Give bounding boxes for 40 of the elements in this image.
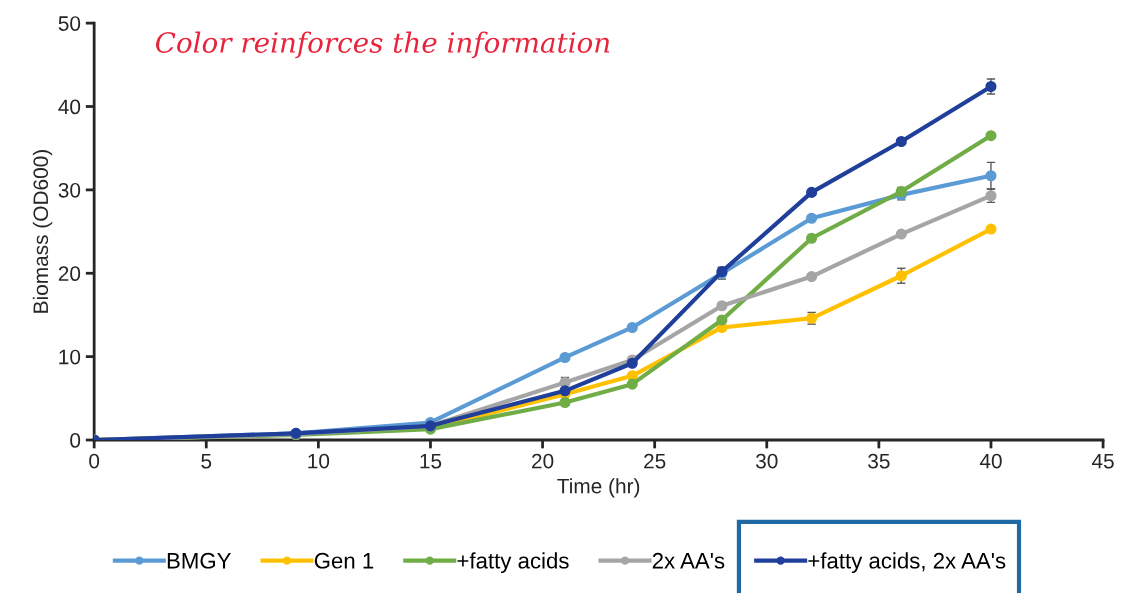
point [895, 228, 907, 240]
point [806, 271, 818, 283]
y-tick-label: 30 [58, 182, 81, 198]
point [985, 130, 997, 142]
point [806, 212, 818, 224]
point [559, 351, 571, 364]
legend-label: +fatty acids [457, 552, 569, 573]
y-tick-label: 10 [59, 349, 81, 365]
point [716, 300, 728, 312]
point [806, 232, 818, 244]
point [716, 314, 728, 326]
legend-label: 2x AA's [652, 552, 725, 569]
x-tick-label: 40 [979, 453, 1002, 469]
x-axis-title: Time (hr) [557, 478, 640, 498]
point [806, 186, 818, 198]
x-tick-label: 10 [308, 453, 330, 469]
x-tick-label: 5 [201, 453, 212, 469]
x-tick-label: 35 [868, 453, 890, 469]
x-tick-label: 30 [755, 453, 778, 469]
x-tick-label: 20 [532, 453, 554, 469]
y-axis-title: Biomass (OD600) [32, 150, 53, 313]
point [985, 170, 997, 182]
point [895, 135, 907, 148]
x-tick-label: 25 [644, 453, 666, 469]
legend-label: Gen 1 [314, 552, 374, 569]
y-tick-label: 0 [70, 433, 81, 448]
x-tick-label: 15 [420, 453, 442, 469]
x-tick-label: 0 [89, 453, 100, 469]
x-tick-label: 45 [1091, 453, 1114, 469]
point [559, 396, 571, 409]
point [985, 223, 997, 235]
point [895, 185, 907, 198]
y-tick-label: 50 [58, 16, 81, 31]
point [626, 378, 638, 390]
legend-label: +fatty acids, 2x AA's [808, 552, 1006, 573]
y-tick-label: 40 [58, 99, 81, 115]
y-tick-label: 20 [58, 266, 81, 282]
annotation: Color reinforces the information [155, 31, 610, 59]
point [626, 321, 638, 334]
legend-label: BMGY [167, 552, 231, 569]
